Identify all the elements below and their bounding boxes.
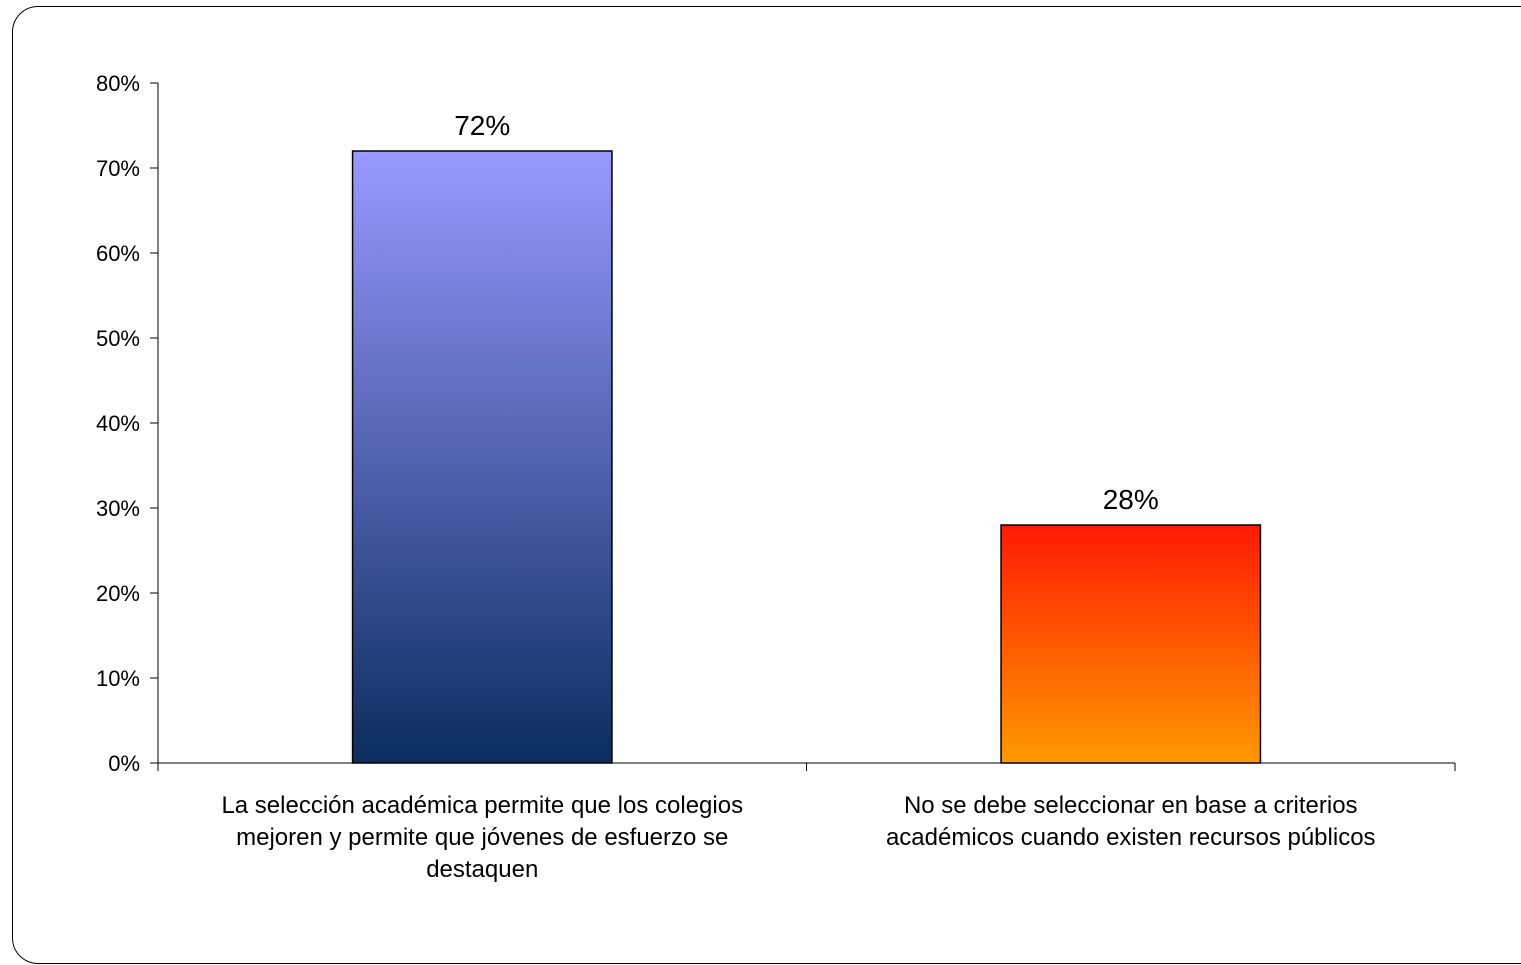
y-tick-label: 80% <box>96 71 140 96</box>
y-axis: 0% 10% 20% 30% 40% 50% 60% 70% 80% <box>96 71 159 776</box>
data-label-2: 28% <box>1103 484 1159 515</box>
bars <box>351 150 1262 764</box>
x-axis <box>157 762 1456 771</box>
y-tick-label: 50% <box>96 326 140 351</box>
chart-frame <box>12 6 1521 964</box>
data-label-1: 72% <box>454 110 510 141</box>
y-tick-label: 20% <box>96 581 140 606</box>
category-label-1: La selección académica permite que los c… <box>221 792 743 883</box>
y-tick-label: 40% <box>96 411 140 436</box>
y-tick-label: 30% <box>96 496 140 521</box>
category-label-line: mejoren y permite que jóvenes de esfuerz… <box>236 824 728 851</box>
category-label-line: académicos cuando existen recursos públi… <box>886 824 1376 851</box>
category-label-line: La selección académica permite que los c… <box>221 792 743 819</box>
bar-1 <box>351 150 613 764</box>
data-labels: 72% 28% <box>454 110 1159 515</box>
category-labels: La selección académica permite que los c… <box>221 792 1375 883</box>
y-tick-label: 0% <box>108 751 140 776</box>
y-tick-label: 10% <box>96 666 140 691</box>
y-tick-label: 70% <box>96 156 140 181</box>
y-tick-label: 60% <box>96 241 140 266</box>
category-label-2: No se debe seleccionar en base a criteri… <box>886 792 1376 851</box>
bar-2 <box>1000 524 1262 764</box>
category-label-line: destaquen <box>426 856 538 883</box>
category-label-line: No se debe seleccionar en base a criteri… <box>904 792 1358 819</box>
